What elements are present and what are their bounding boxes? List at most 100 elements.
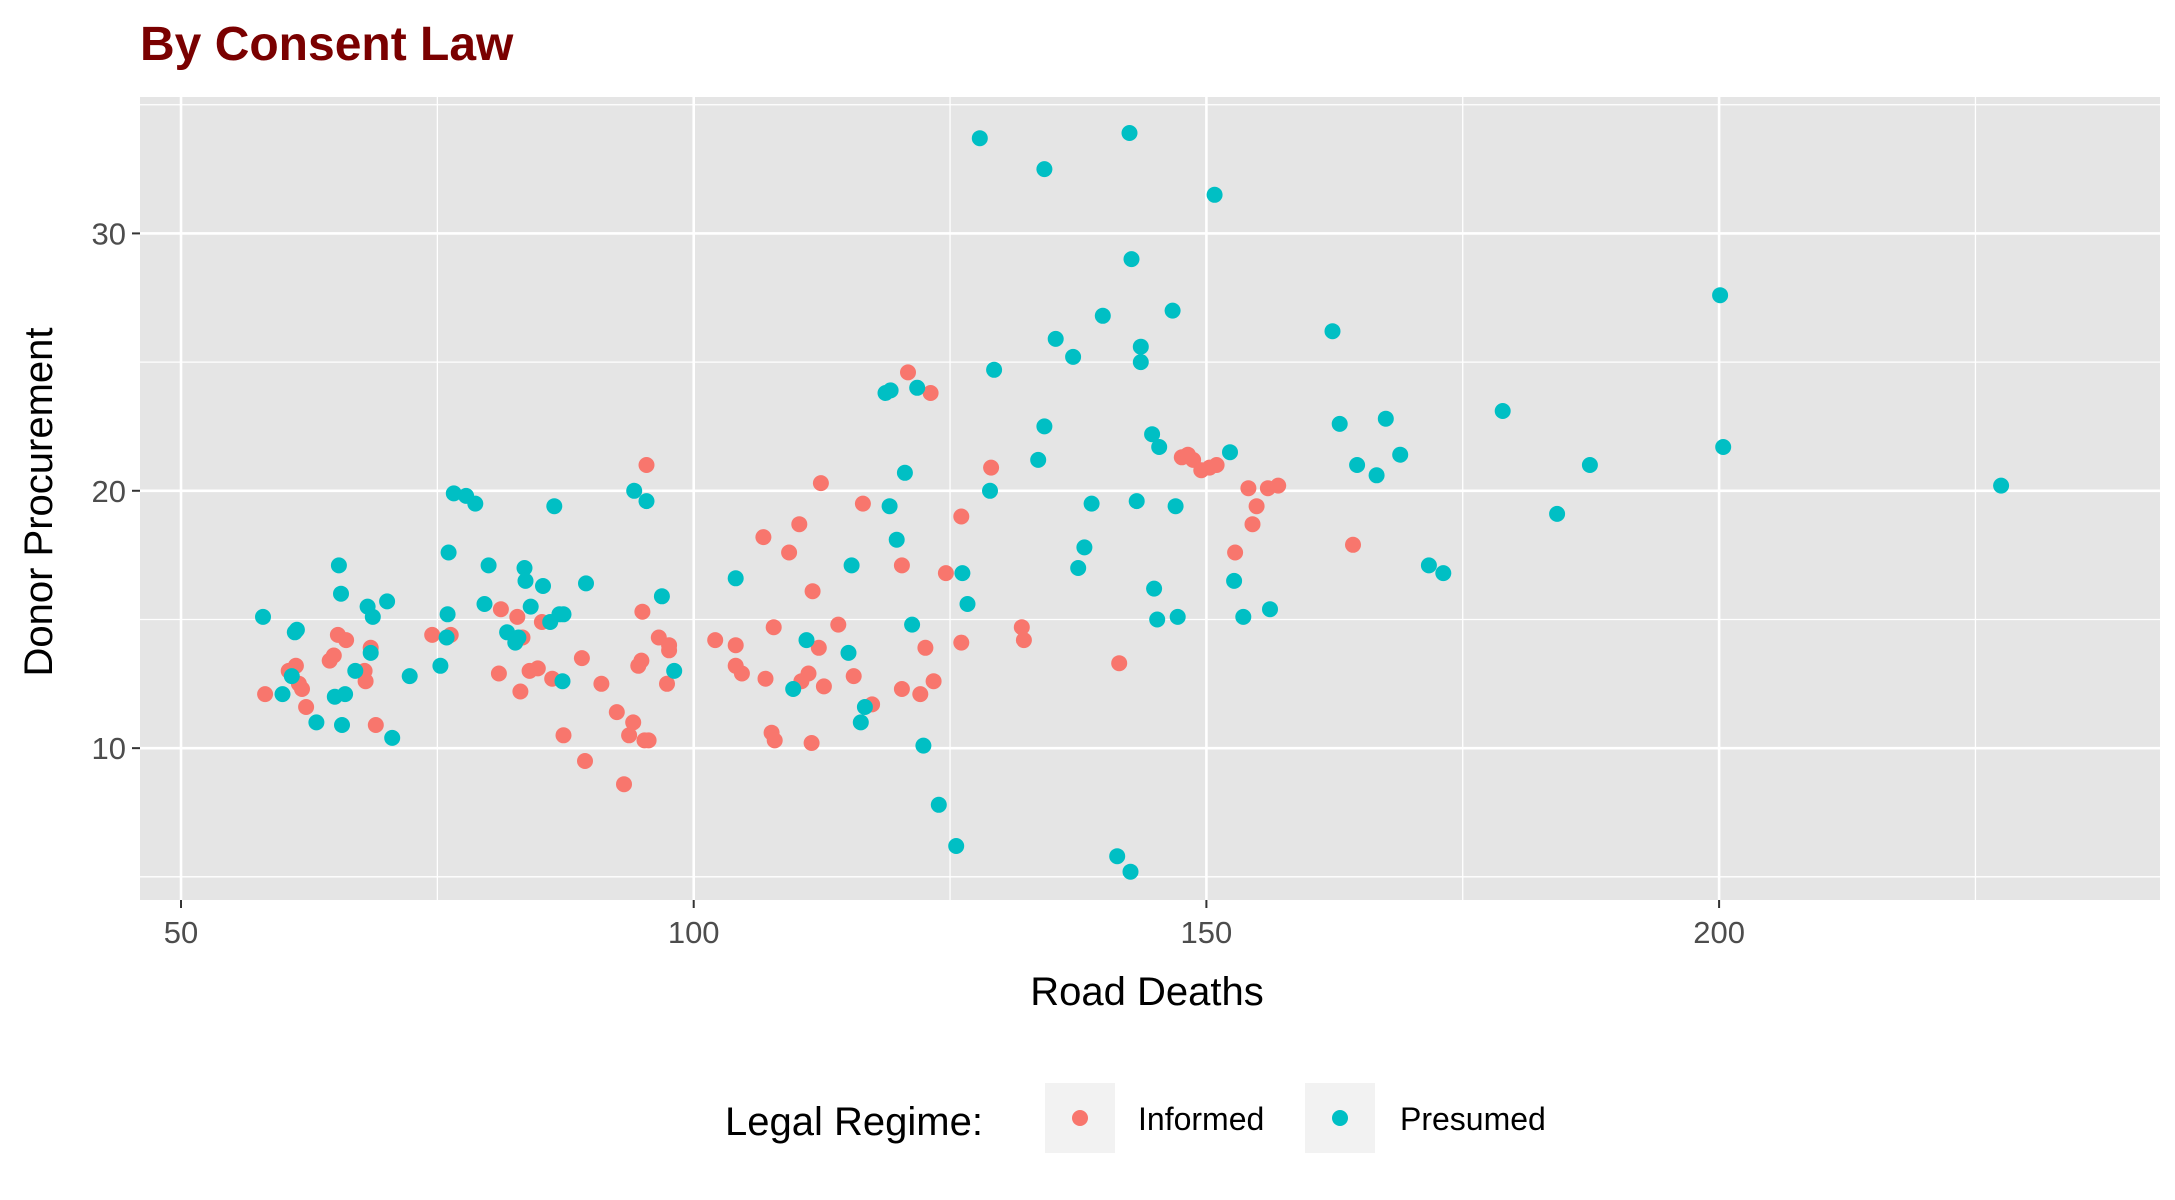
point-presumed [1549,505,1566,522]
point-presumed [971,130,988,147]
point-presumed [337,686,354,703]
point-presumed [1132,354,1149,371]
x-axis: 50 100 150 200 [164,900,1745,950]
point-informed [661,637,678,654]
point-presumed [1226,572,1243,589]
point-informed [577,753,593,769]
point-informed [633,652,650,669]
point-informed [810,639,827,656]
point-informed [294,681,310,697]
point-presumed [785,681,802,697]
point-presumed [1146,580,1163,597]
point-presumed [954,565,971,582]
y-tick-label: 20 [92,474,126,509]
point-informed [791,516,808,533]
point-presumed [1349,457,1366,473]
point-presumed [888,531,905,548]
point-presumed [1036,418,1053,435]
point-informed [1015,632,1032,649]
point-informed [621,727,638,744]
point-presumed [510,629,527,646]
legend-marker-presumed [1332,1110,1348,1126]
y-tick-label: 30 [92,216,126,251]
point-informed [733,665,750,682]
x-tick-label: 50 [164,915,198,950]
legend-title: Legal Regime: [725,1100,983,1144]
point-presumed [480,557,497,574]
point-informed [608,704,625,721]
point-presumed [1109,848,1126,865]
point-presumed [1083,495,1100,512]
data-points [255,125,2010,880]
point-presumed [517,572,534,589]
point-presumed [653,588,670,605]
point-informed [781,544,798,561]
point-informed [757,670,774,687]
y-axis-title: Donor Procurement [17,327,61,676]
point-presumed [1262,601,1278,618]
point-informed [1013,619,1030,636]
point-presumed [1331,415,1348,432]
point-informed [298,699,315,715]
legend-marker-informed [1072,1110,1088,1126]
point-informed [937,565,954,582]
legend-label-informed: Informed [1138,1101,1264,1137]
point-presumed [959,596,976,612]
point-presumed [930,796,947,813]
point-presumed [1494,403,1511,419]
point-presumed [476,596,493,612]
point-informed [845,668,862,685]
point-presumed [308,714,325,731]
point-presumed [522,598,539,615]
point-presumed [334,717,350,733]
point-presumed [330,557,347,574]
point-presumed [1036,161,1053,178]
point-presumed [915,737,932,754]
point-presumed [1151,439,1168,455]
point-presumed [1030,451,1047,468]
point-informed [338,632,355,649]
point-presumed [554,673,571,690]
point-presumed [1167,498,1184,515]
point-presumed [727,570,744,587]
point-presumed [1368,467,1385,484]
point-presumed [1420,557,1437,574]
point-presumed [909,379,926,396]
point-presumed [1435,565,1452,582]
point-informed [922,385,939,401]
plot-panel [140,97,2160,900]
point-presumed [1149,611,1166,628]
point-presumed [798,632,815,649]
point-informed [893,557,910,574]
point-informed [727,637,744,654]
point-informed [1345,536,1361,553]
point-presumed [1123,251,1140,268]
point-informed [659,675,675,692]
point-informed [925,673,942,690]
point-presumed [1206,186,1223,203]
point-informed [357,673,374,690]
point-presumed [1581,457,1598,473]
point-informed [830,616,847,633]
point-informed [509,608,526,625]
y-tick-label: 10 [92,731,126,766]
point-presumed [1377,410,1394,427]
point-informed [367,717,384,733]
y-axis: 10 20 30 [92,216,140,766]
point-informed [812,475,829,492]
point-presumed [467,495,484,512]
legend: Legal Regime: Informed Presumed [725,1083,1546,1153]
point-presumed [516,560,533,576]
point-informed [616,776,632,793]
point-presumed [840,644,857,661]
point-informed [593,675,610,692]
point-presumed [440,544,457,561]
point-informed [1248,498,1265,515]
point-informed [953,508,970,525]
point-informed [766,732,783,749]
chart-title: By Consent Law [140,18,514,71]
point-presumed [439,606,456,623]
point-presumed [432,657,449,674]
point-presumed [1122,863,1139,880]
